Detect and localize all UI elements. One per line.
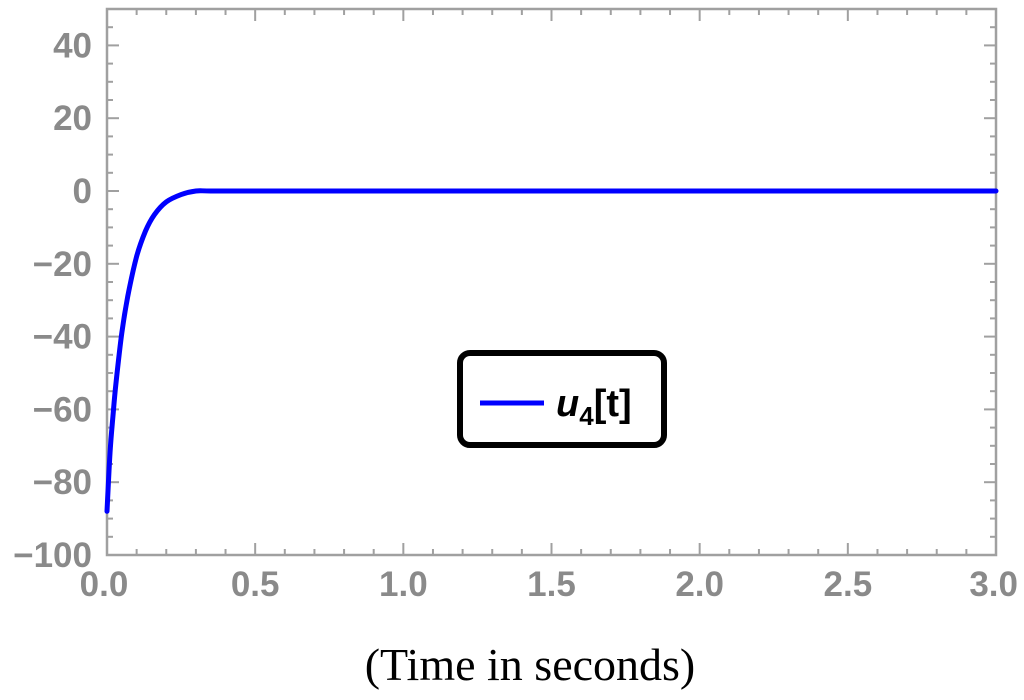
x-tick-label: 0.0 <box>80 565 129 604</box>
x-tick-label: 2.0 <box>675 565 724 604</box>
x-tick-label: 3.0 <box>969 565 1018 604</box>
series-line-u4 <box>104 188 999 514</box>
y-tick-label: −100 <box>13 536 92 575</box>
legend-subscript: 4 <box>579 401 594 431</box>
x-tick-label: 1.0 <box>379 565 428 604</box>
y-tick-label: −80 <box>33 463 92 502</box>
y-tick-label: 20 <box>53 99 92 138</box>
y-tick-label: −20 <box>33 245 92 284</box>
legend-symbol: u <box>556 383 579 425</box>
legend: u4[t] <box>457 350 667 448</box>
x-axis-label: (Time in seconds) <box>365 639 696 690</box>
series-layer <box>104 188 999 514</box>
y-tick-label: −40 <box>33 318 92 357</box>
plot-border <box>105 7 998 557</box>
legend-suffix: [t] <box>594 383 632 425</box>
x-tick-label: 2.5 <box>824 565 873 604</box>
y-tick-label: 40 <box>53 26 92 65</box>
x-tick-label: 1.5 <box>527 565 576 604</box>
x-tick-label: 0.5 <box>231 565 280 604</box>
plot-frame <box>105 7 998 557</box>
legend-label-u4: u4[t] <box>556 383 632 431</box>
y-tick-label: 0 <box>73 172 92 211</box>
x-tick-labels: 0.0 0.5 1.0 1.5 2.0 2.5 3.0 <box>80 565 1018 604</box>
tick-marks <box>106 8 997 556</box>
y-tick-labels: −100 −80 −60 −40 −20 0 20 40 <box>13 26 92 575</box>
y-tick-label: −60 <box>33 390 92 429</box>
legend-box <box>457 350 667 448</box>
